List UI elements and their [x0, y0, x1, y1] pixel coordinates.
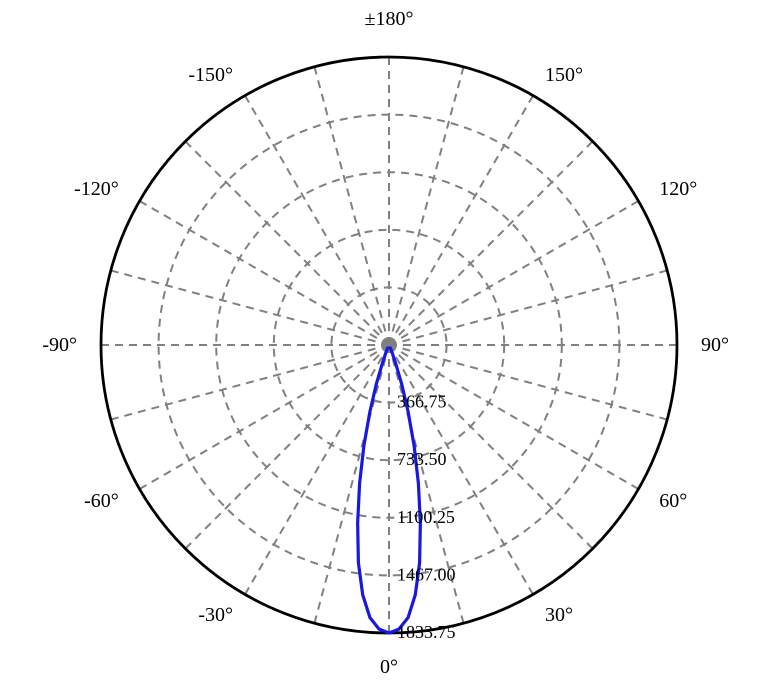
- angle-tick-label: 90°: [701, 334, 729, 356]
- angle-tick-label: 0°: [380, 656, 398, 678]
- angle-tick-label: 120°: [659, 178, 697, 200]
- radial-tick-label: 1833.75: [397, 622, 456, 642]
- angle-tick-label: -30°: [198, 604, 233, 626]
- angle-tick-label: -150°: [188, 64, 233, 86]
- radial-tick-label: 1467.00: [397, 564, 456, 584]
- angle-tick-label: -90°: [42, 334, 77, 356]
- radial-tick-label: 366.75: [397, 392, 447, 412]
- polar-chart: 366.75 733.50 1100.25 1467.00 1833.75 0° 30° 60…: [0, 0, 778, 700]
- angle-tick-label: 60°: [659, 490, 687, 512]
- radial-tick-label: 1100.25: [397, 507, 455, 527]
- angle-tick-label: -120°: [74, 178, 119, 200]
- angle-tick-label: 30°: [545, 604, 573, 626]
- angle-tick-label: ±180°: [365, 8, 414, 30]
- radial-tick-label: 733.50: [397, 449, 447, 469]
- angle-tick-label: -60°: [84, 490, 119, 512]
- angle-tick-label: 150°: [545, 64, 583, 86]
